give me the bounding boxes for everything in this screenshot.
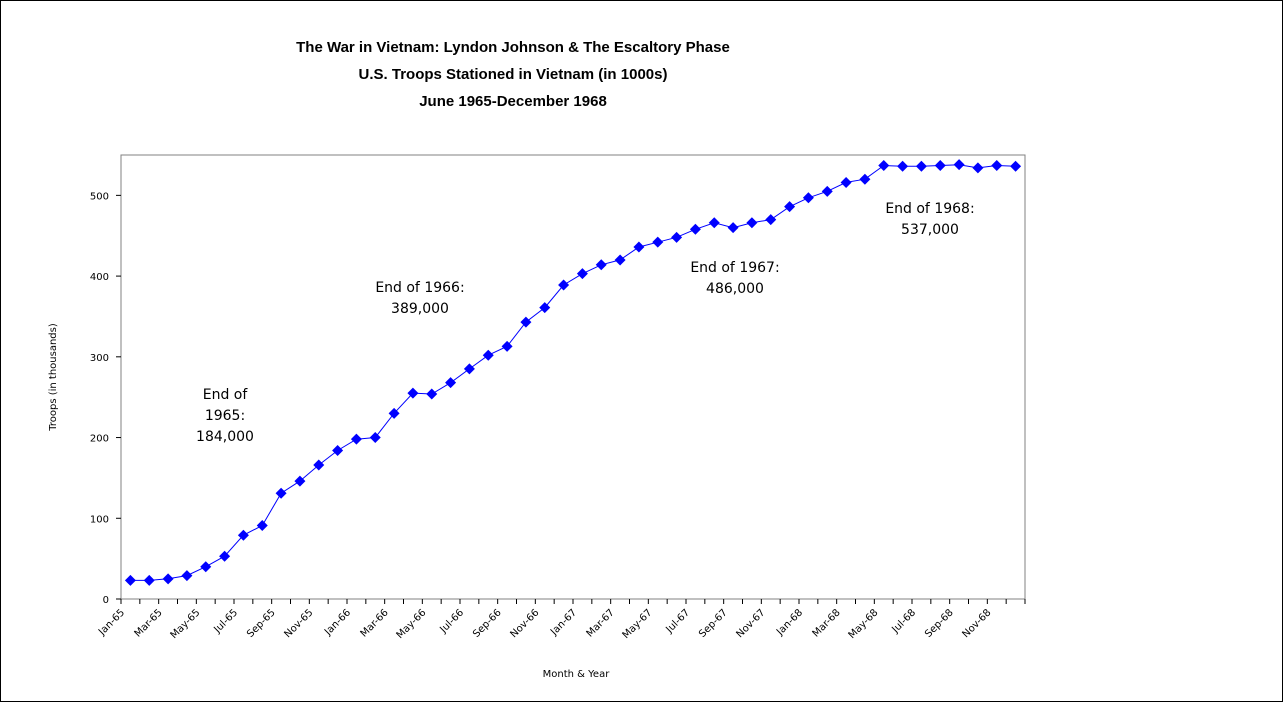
data-point	[200, 561, 212, 573]
data-point	[256, 520, 268, 532]
data-point	[275, 487, 287, 499]
plot-area	[120, 154, 1026, 600]
data-point	[294, 475, 306, 487]
data-point	[859, 173, 871, 185]
y-tick-label: 100	[90, 514, 109, 525]
x-tick-label: Jul-68	[890, 607, 919, 636]
data-point	[652, 236, 664, 248]
x-tick-label: Mar-68	[811, 607, 843, 639]
annotation-text: End of	[203, 387, 249, 403]
annotation-text: 389,000	[391, 301, 449, 317]
data-point	[482, 349, 494, 361]
x-tick-label: Sep-66	[471, 607, 504, 640]
y-tick-label: 400	[90, 272, 109, 283]
data-point	[162, 573, 174, 585]
x-tick-label: Sep-68	[923, 607, 956, 640]
y-tick-label: 0	[103, 595, 109, 606]
data-point	[143, 574, 155, 586]
x-tick-label: May-68	[847, 607, 881, 641]
x-tick-label: Mar-65	[133, 607, 165, 639]
data-point	[972, 162, 984, 174]
x-tick-label: Jul-65	[212, 607, 241, 636]
data-point	[991, 159, 1003, 171]
x-tick-label: Jan-65	[96, 607, 127, 638]
data-point	[558, 279, 570, 291]
x-tick-label: Mar-66	[359, 607, 391, 639]
data-point	[840, 176, 852, 188]
annotation-text: 1965:	[205, 408, 245, 424]
data-point	[802, 192, 814, 204]
data-point	[576, 268, 588, 280]
data-point	[501, 340, 513, 352]
data-point	[313, 459, 325, 471]
annotation-text: End of 1968:	[885, 201, 974, 217]
annotations: End of 1965: 184,000 End of 1966: 389,000 End…	[196, 201, 975, 445]
data-point	[934, 159, 946, 171]
data-point	[463, 363, 475, 375]
data-point	[614, 254, 626, 266]
y-tick-label: 500	[90, 191, 109, 202]
data-point	[897, 160, 909, 172]
data-point	[708, 217, 720, 229]
data-point	[595, 259, 607, 271]
data-point	[878, 159, 890, 171]
x-tick-label: Jan-67	[548, 607, 579, 638]
annotation-text: End of 1966:	[375, 280, 464, 296]
data-point	[332, 444, 344, 456]
x-tick-label: May-66	[395, 607, 429, 641]
annotation-text: 486,000	[706, 281, 764, 297]
y-tick-label: 200	[90, 434, 109, 445]
y-tick-label: 300	[90, 353, 109, 364]
data-point	[633, 241, 645, 253]
troops-series	[124, 159, 1022, 586]
x-tick-label: Jan-66	[322, 607, 353, 638]
data-point	[350, 433, 362, 445]
data-point	[407, 387, 419, 399]
x-tick-label: Mar-67	[585, 607, 617, 639]
data-point	[237, 529, 249, 541]
chart-title-line-3: June 1965-December 1968	[419, 93, 607, 110]
data-point	[765, 214, 777, 226]
x-tick-label: Jul-67	[664, 607, 693, 636]
data-point	[784, 201, 796, 213]
chart-title-line-2: U.S. Troops Stationed in Vietnam (in 100…	[359, 66, 668, 83]
data-point	[727, 222, 739, 234]
x-tick-label: Nov-66	[509, 607, 542, 640]
data-point	[953, 159, 965, 171]
x-tick-label: Jul-66	[438, 607, 467, 636]
data-point	[689, 223, 701, 235]
data-point	[671, 231, 683, 243]
data-point	[369, 432, 381, 444]
data-point	[746, 217, 758, 229]
data-point	[520, 316, 532, 328]
x-tick-label: Nov-65	[283, 607, 316, 640]
data-point	[1010, 160, 1022, 172]
x-tick-label: Sep-65	[245, 607, 278, 640]
x-tick-label: Nov-68	[961, 607, 994, 640]
data-point	[445, 377, 457, 389]
x-tick-label: May-67	[621, 607, 655, 641]
chart-title: The War in Vietnam: Lyndon Johnson & The…	[296, 39, 730, 110]
x-axis-label: Month & Year	[543, 669, 611, 680]
annotation-text: End of 1967:	[690, 260, 779, 276]
annotation-text: 537,000	[901, 222, 959, 238]
data-point	[388, 407, 400, 419]
annotation-text: 184,000	[196, 429, 254, 445]
data-point	[124, 574, 136, 586]
x-tick-label: Jan-68	[774, 607, 805, 638]
x-tick-label: Sep-67	[697, 607, 730, 640]
chart-title-line-1: The War in Vietnam: Lyndon Johnson & The…	[296, 39, 730, 56]
series-line	[130, 164, 1016, 581]
data-point	[539, 302, 551, 314]
data-point	[821, 185, 833, 197]
data-point	[426, 388, 438, 400]
x-tick-label: Nov-67	[735, 607, 768, 640]
x-tick-label: May-65	[169, 607, 203, 641]
data-point	[219, 550, 231, 562]
data-point	[915, 160, 927, 172]
y-axis-label: Troops (in thousands)	[48, 323, 59, 432]
data-point	[181, 570, 193, 582]
